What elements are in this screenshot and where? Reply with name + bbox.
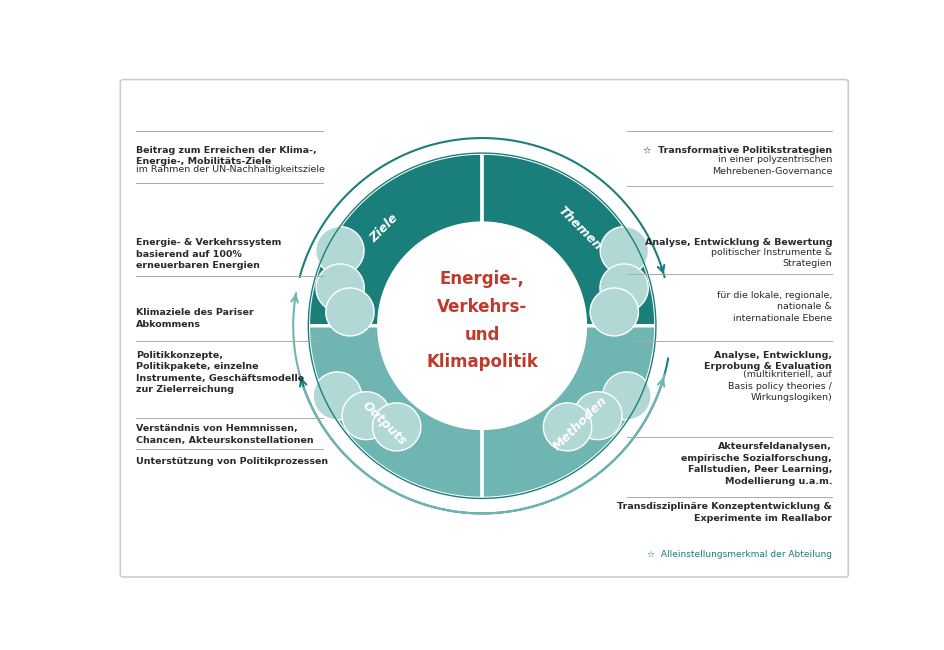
Polygon shape [599, 264, 648, 312]
Text: Verständnis von Hemmnissen,
Chancen, Akteurskonstellationen: Verständnis von Hemmnissen, Chancen, Akt… [136, 424, 313, 445]
Text: Klimaziele des Pariser
Abkommens: Klimaziele des Pariser Abkommens [136, 308, 254, 329]
Text: ☆  Transformative Politikstrategien: ☆ Transformative Politikstrategien [642, 146, 832, 155]
Text: ☆  Alleinstellungsmerkmal der Abteilung: ☆ Alleinstellungsmerkmal der Abteilung [647, 551, 832, 560]
Polygon shape [342, 392, 390, 439]
Text: Politikkonzepte,
Politikpakete, einzelne
Instrumente, Geschäftsmodelle
zur Ziele: Politikkonzepte, Politikpakete, einzelne… [136, 351, 304, 394]
Polygon shape [315, 264, 364, 312]
Polygon shape [372, 403, 420, 451]
Polygon shape [315, 227, 363, 274]
Polygon shape [543, 403, 591, 451]
Polygon shape [312, 372, 362, 420]
Polygon shape [379, 223, 584, 428]
Text: Ziele: Ziele [367, 212, 400, 245]
Polygon shape [481, 153, 655, 326]
Text: für die lokale, regionale,
nationale &
internationale Ebene: für die lokale, regionale, nationale & i… [716, 291, 832, 322]
Text: Beitrag zum Erreichen der Klima-,
Energie-, Mobilitäts-Ziele: Beitrag zum Erreichen der Klima-, Energi… [136, 146, 317, 166]
Text: (multikriteriell, auf
Basis policy theories /
Wirkungslogiken): (multikriteriell, auf Basis policy theor… [728, 370, 832, 402]
Text: Outputs: Outputs [359, 398, 409, 448]
Text: Akteursfeldanalysen,
empirische Sozialforschung,
Fallstudien, Peer Learning,
Mod: Akteursfeldanalysen, empirische Sozialfo… [681, 443, 832, 486]
Text: Methoden: Methoden [549, 393, 609, 453]
Text: Unterstützung von Politikprozessen: Unterstützung von Politikprozessen [136, 458, 329, 467]
Text: in einer polyzentrischen
Mehrebenen-Governance: in einer polyzentrischen Mehrebenen-Gove… [711, 155, 832, 176]
Text: Energie-,
Verkehrs-
und
Klimapolitik: Energie-, Verkehrs- und Klimapolitik [426, 270, 537, 371]
FancyBboxPatch shape [120, 79, 848, 577]
Polygon shape [599, 227, 648, 274]
Text: politischer Instrumente &
Strategien: politischer Instrumente & Strategien [710, 248, 832, 268]
Polygon shape [589, 288, 638, 336]
Polygon shape [308, 326, 481, 499]
Polygon shape [573, 392, 621, 439]
Polygon shape [602, 372, 650, 420]
Polygon shape [308, 153, 481, 326]
Text: im Rahmen der UN-Nachhaltigkeitsziele: im Rahmen der UN-Nachhaltigkeitsziele [136, 165, 325, 174]
Text: Themen: Themen [555, 204, 604, 253]
Polygon shape [326, 288, 374, 336]
Text: Energie- & Verkehrssystem
basierend auf 100%
erneuerbaren Energien: Energie- & Verkehrssystem basierend auf … [136, 238, 281, 270]
Text: Analyse, Entwicklung & Bewertung: Analyse, Entwicklung & Bewertung [644, 238, 832, 247]
Text: Transdisziplinäre Konzeptentwicklung &
Experimente im Reallabor: Transdisziplinäre Konzeptentwicklung & E… [616, 502, 832, 523]
Text: Analyse, Entwicklung,
Erprobung & Evaluation: Analyse, Entwicklung, Erprobung & Evalua… [703, 351, 832, 371]
Polygon shape [481, 326, 655, 499]
